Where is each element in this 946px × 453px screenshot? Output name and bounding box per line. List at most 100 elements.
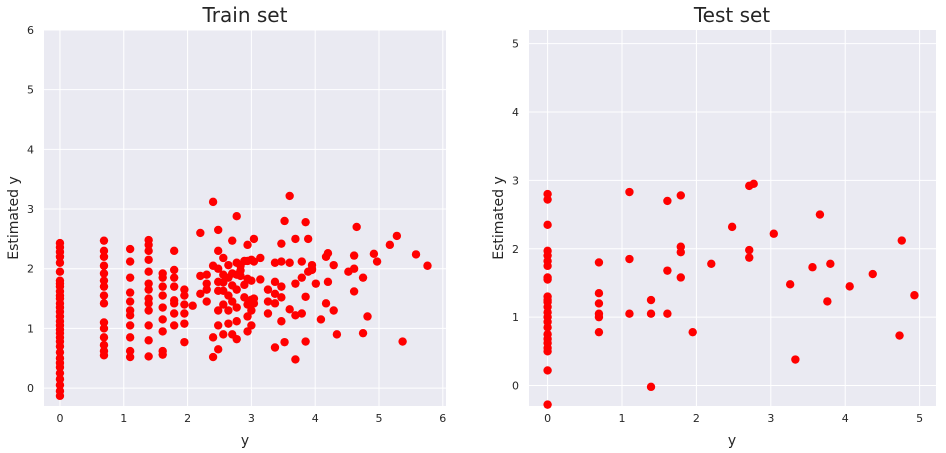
test-title: Test set <box>693 3 770 27</box>
train-data-point <box>208 352 218 362</box>
train-set-panel: 0 1 2 3 4 5 6 0 1 2 3 4 5 6 Train set y Estimated y <box>6 3 446 449</box>
test-data-point <box>910 291 919 300</box>
train-data-point <box>232 285 241 294</box>
train-data-point <box>297 257 306 266</box>
train-data-point <box>125 288 135 297</box>
train-data-point <box>423 261 432 270</box>
train-data-point <box>224 319 233 328</box>
test-x-tick-label: 0 <box>544 412 551 425</box>
train-data-point <box>243 327 252 336</box>
train-data-point <box>125 257 135 266</box>
train-data-point <box>285 191 294 201</box>
test-x-tick-label: 3 <box>767 412 774 425</box>
train-data-point <box>236 271 245 281</box>
train-data-point <box>263 285 273 294</box>
train-data-point <box>349 287 359 296</box>
train-data-point <box>285 258 294 267</box>
test-data-point <box>646 295 656 305</box>
train-data-point <box>329 306 338 315</box>
test-data-point <box>625 254 634 264</box>
train-data-point <box>277 293 286 302</box>
train-data-point <box>224 306 233 315</box>
train-data-point <box>219 300 228 309</box>
train-data-point <box>214 246 223 256</box>
train-data-point <box>196 271 205 281</box>
train-y-tick-label: 1 <box>27 322 34 335</box>
train-data-point <box>243 240 252 250</box>
train-y-tick-label: 3 <box>27 203 34 216</box>
train-grid <box>44 29 446 406</box>
train-data-point <box>219 330 228 339</box>
test-data-point <box>543 275 552 284</box>
train-data-point <box>158 303 167 312</box>
train-data-point <box>277 239 286 248</box>
train-data-point <box>125 244 135 254</box>
train-y-tick-label: 4 <box>27 143 34 156</box>
train-data-point <box>372 257 382 266</box>
test-data-point <box>594 299 604 308</box>
test-data-point <box>845 282 854 291</box>
test-data-point <box>663 266 672 275</box>
train-data-point <box>240 293 249 302</box>
train-data-point <box>99 333 109 342</box>
train-data-point <box>303 234 313 244</box>
train-data-point <box>270 289 280 298</box>
train-data-point <box>224 260 233 270</box>
train-data-point <box>247 276 256 285</box>
train-data-point <box>158 327 167 336</box>
train-y-tick-label: 2 <box>27 263 34 276</box>
train-data-point <box>263 297 273 306</box>
train-data-point <box>363 312 372 321</box>
train-data-point <box>55 374 65 384</box>
train-data-point <box>188 301 197 310</box>
train-data-point <box>99 236 109 245</box>
test-y-tick-label: 5 <box>512 38 519 51</box>
test-data-point <box>676 273 685 282</box>
train-data-point <box>247 306 256 315</box>
test-data-point <box>749 179 758 189</box>
train-data-point <box>291 355 300 364</box>
train-data-point <box>270 343 280 352</box>
train-data-point <box>169 282 179 291</box>
train-y-tick-label: 5 <box>27 84 34 97</box>
train-data-point <box>301 217 310 227</box>
train-data-point <box>169 265 179 275</box>
train-data-point <box>169 299 179 308</box>
test-data-point <box>808 263 817 272</box>
train-data-point <box>55 252 65 261</box>
train-data-point <box>144 306 153 315</box>
test-set-panel: 0 1 2 3 4 5 0 1 2 3 4 5 Test set y Estimated y <box>491 3 936 449</box>
train-data-point <box>144 240 153 250</box>
train-data-point <box>232 317 241 326</box>
train-data-point <box>208 333 218 342</box>
train-data-point <box>55 267 65 276</box>
train-data-point <box>214 345 223 354</box>
test-data-point <box>543 195 552 204</box>
train-data-point <box>202 270 211 279</box>
train-data-point <box>99 276 109 285</box>
train-y-axis-label: Estimated y <box>6 176 22 259</box>
train-data-point <box>249 299 259 308</box>
train-data-point <box>55 258 65 267</box>
train-data-point <box>144 246 153 256</box>
train-data-point <box>398 337 407 346</box>
train-data-point <box>232 303 241 312</box>
train-data-point <box>249 257 259 266</box>
test-y-tick-label: 0 <box>512 379 519 392</box>
train-data-point <box>243 312 252 321</box>
test-data-point <box>646 382 656 392</box>
train-data-point <box>55 391 65 401</box>
train-data-point <box>247 321 256 330</box>
train-data-point <box>99 351 109 360</box>
test-data-point <box>745 245 754 255</box>
train-data-point <box>202 285 211 294</box>
train-data-point <box>180 300 189 309</box>
train-data-point <box>321 299 331 308</box>
train-data-point <box>232 334 241 344</box>
train-data-point <box>158 291 167 300</box>
test-data-point <box>785 280 795 289</box>
test-data-point <box>543 295 552 305</box>
train-data-point <box>301 337 310 346</box>
train-data-point <box>291 234 300 244</box>
train-data-point <box>125 346 135 356</box>
